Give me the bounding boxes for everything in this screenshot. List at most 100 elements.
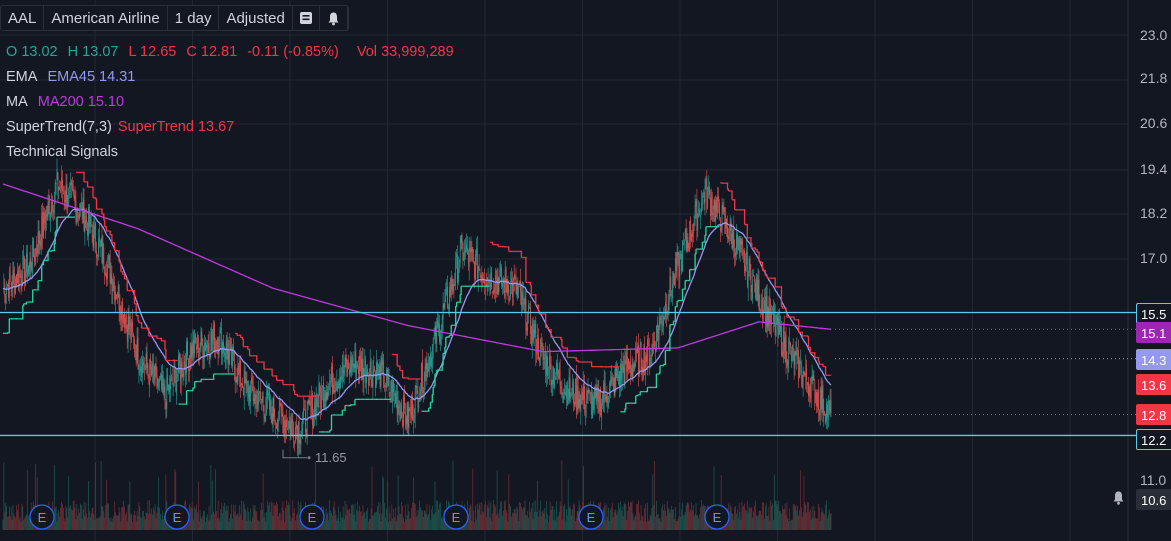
- candle-body: [225, 342, 227, 359]
- candle-body: [768, 309, 770, 325]
- supertrend-down-line: [236, 332, 238, 336]
- volume-bar: [653, 504, 655, 530]
- earnings-marker: [578, 504, 604, 530]
- candle-body: [495, 275, 497, 286]
- candle-body: [566, 382, 568, 406]
- volume-bar: [775, 500, 777, 530]
- volume-bar: [297, 501, 299, 530]
- volume-bar: [121, 506, 123, 530]
- candle-body: [583, 384, 584, 400]
- candle-body: [324, 395, 326, 401]
- candle-body: [650, 357, 652, 359]
- volume-bar: [62, 507, 64, 530]
- symbol-label[interactable]: AAL: [1, 6, 45, 30]
- candle-body: [500, 266, 502, 272]
- supertrend-down-line: [399, 365, 401, 371]
- add-alert-bell-icon[interactable]: [1111, 490, 1126, 511]
- candle-body: [287, 428, 288, 430]
- candle-body: [440, 325, 442, 333]
- candle-body: [17, 270, 18, 283]
- volume-bar: [741, 501, 743, 530]
- volume-bar: [783, 509, 785, 530]
- technical-signals-legend[interactable]: Technical Signals: [6, 144, 124, 160]
- candle-body: [72, 186, 74, 194]
- candle-body: [338, 381, 340, 388]
- ema-label: EMA: [6, 69, 38, 85]
- price-tag: 14.3: [1136, 349, 1171, 370]
- candle-body: [346, 362, 348, 374]
- candle-body: [545, 354, 547, 376]
- candle-body: [635, 347, 637, 366]
- candle-body: [211, 328, 213, 342]
- candle-body: [779, 317, 781, 333]
- volume-bar: [198, 521, 200, 530]
- volume-bar: [54, 508, 56, 530]
- supertrend-up-line: [658, 372, 660, 375]
- candle-body: [773, 313, 775, 323]
- volume-bar: [332, 515, 333, 530]
- candle-body: [548, 378, 549, 380]
- supertrend-down-line: [756, 249, 758, 253]
- candle-body: [102, 244, 104, 264]
- candle-body: [306, 406, 308, 438]
- volume-bar: [209, 519, 211, 530]
- candle-body: [502, 282, 503, 288]
- volume-bar: [237, 513, 239, 530]
- volume-bar: [533, 501, 535, 530]
- candle-body: [375, 371, 376, 388]
- candle-body: [179, 365, 181, 381]
- candle-body: [445, 288, 447, 297]
- volume-bar: [117, 515, 119, 530]
- data-window-icon[interactable]: [293, 6, 320, 30]
- candle-body: [369, 361, 371, 371]
- candle-body: [685, 229, 687, 249]
- volume-bar: [433, 514, 435, 530]
- candle-body: [271, 413, 273, 425]
- candle-body: [268, 393, 269, 396]
- supertrend-legend[interactable]: SuperTrend(7,3) SuperTrend 13.67: [6, 119, 240, 135]
- candle-body: [69, 185, 70, 188]
- candle-body: [479, 272, 481, 274]
- interval-selector[interactable]: 1 day: [168, 6, 220, 30]
- candle-body: [157, 385, 159, 387]
- candle-body: [106, 273, 107, 280]
- candle-body: [219, 330, 221, 349]
- ema-legend[interactable]: EMA EMA45 14.31: [6, 69, 141, 85]
- volume-bar: [760, 511, 762, 530]
- ma-legend[interactable]: MA MA200 15.10: [6, 94, 130, 110]
- volume-bar: [698, 518, 700, 530]
- volume-bar: [692, 510, 693, 530]
- candle-body: [472, 254, 474, 256]
- supertrend-down-line: [590, 361, 593, 367]
- candle-body: [528, 305, 529, 315]
- volume-bar: [118, 507, 120, 530]
- volume-bar: [295, 520, 296, 530]
- volume-bar: [673, 509, 674, 530]
- candle-body: [432, 338, 434, 347]
- symbol-name[interactable]: American Airline: [44, 6, 168, 30]
- candle-body: [607, 402, 609, 405]
- candle-body: [22, 257, 24, 285]
- candle-body: [756, 276, 758, 301]
- volume-bar: [548, 521, 549, 530]
- volume-bar: [255, 511, 257, 530]
- volume-bar: [469, 504, 471, 530]
- candle-body: [158, 379, 160, 387]
- candle-body: [58, 188, 60, 190]
- candle-body: [537, 334, 538, 355]
- volume-bar: [628, 501, 629, 530]
- candle-body: [224, 353, 226, 358]
- volume-bar: [89, 517, 91, 530]
- volume-bar: [146, 513, 148, 530]
- candle-body: [555, 377, 556, 380]
- candle-body: [395, 394, 397, 402]
- volume-bar: [530, 508, 532, 530]
- adjustment-selector[interactable]: Adjusted: [219, 6, 293, 30]
- candle-body: [705, 178, 707, 188]
- volume-bar: [696, 515, 698, 530]
- candle-body: [750, 271, 752, 293]
- candle-body: [615, 367, 617, 381]
- volume-bar: [541, 511, 543, 530]
- alert-bell-icon[interactable]: [320, 6, 348, 30]
